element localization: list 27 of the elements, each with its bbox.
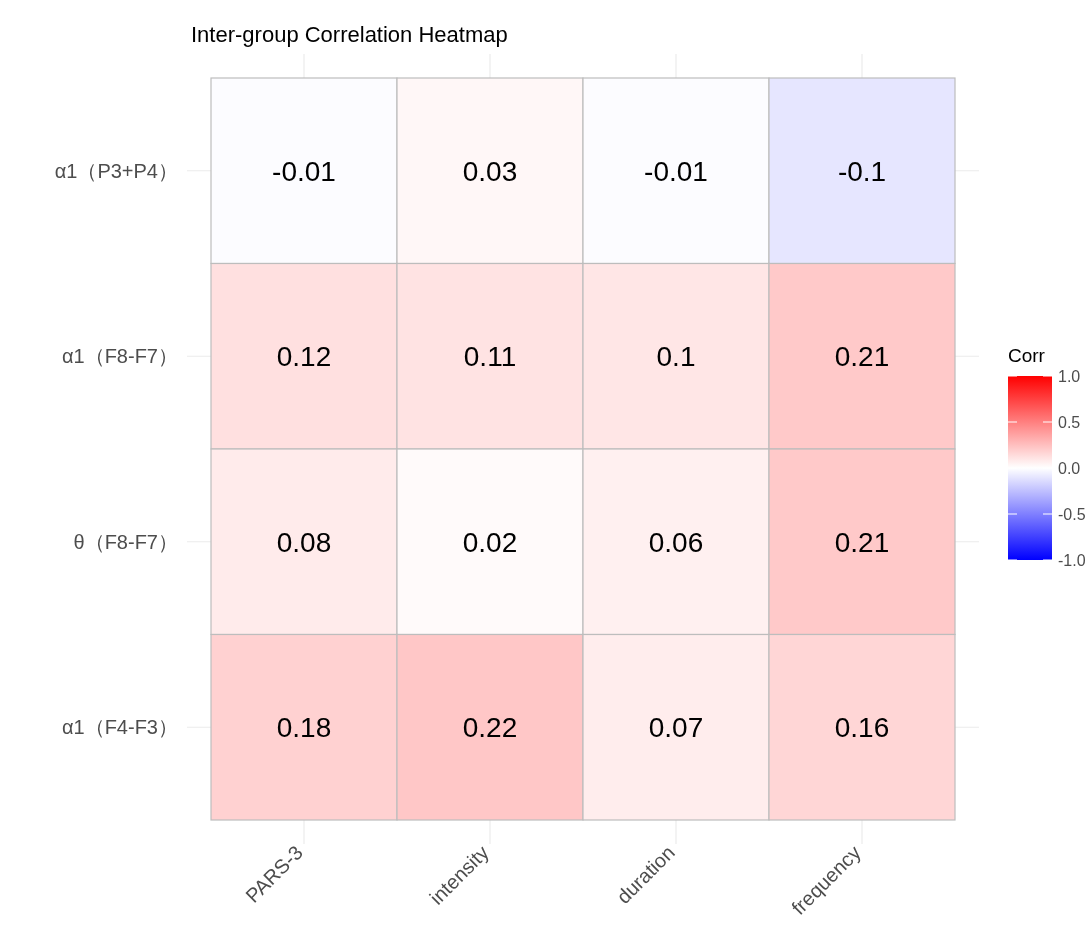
data-label: 0.08: [276, 526, 332, 558]
color-bar-label: -0.5: [1058, 505, 1086, 523]
legend-title: Corr: [1008, 345, 1046, 366]
chart-title: Inter-group Correlation Heatmap: [191, 22, 508, 47]
data-label: -0.01: [272, 155, 336, 187]
y-tick-label: α1（F8-F7）: [61, 345, 178, 368]
data-label: 0.21: [834, 526, 890, 558]
data-label: 0.18: [276, 712, 332, 744]
data-label: 0.21: [834, 341, 890, 373]
data-label: 0.07: [648, 712, 704, 744]
data-label: 0.12: [276, 341, 332, 373]
data-label: 0.03: [462, 155, 518, 187]
color-bar-label: 0.0: [1058, 459, 1081, 477]
data-label: 0.06: [648, 526, 704, 558]
data-label: -0.1: [837, 155, 887, 187]
color-bar-label: 0.5: [1058, 413, 1081, 431]
data-label: 0.16: [834, 712, 890, 744]
data-label: 0.22: [462, 712, 518, 744]
color-bar-label: -1.0: [1058, 551, 1086, 569]
y-tick-label: α1（P3+P4）: [54, 159, 178, 182]
color-bar-label: 1.0: [1058, 367, 1081, 385]
data-label: -0.01: [644, 155, 708, 187]
data-label: 0.02: [462, 526, 518, 558]
y-tick-label: α1（F4-F3）: [61, 716, 178, 739]
y-tick-label: θ（F8-F7）: [73, 530, 178, 553]
data-label: 0.11: [463, 341, 517, 373]
data-label: 0.1: [656, 341, 696, 373]
